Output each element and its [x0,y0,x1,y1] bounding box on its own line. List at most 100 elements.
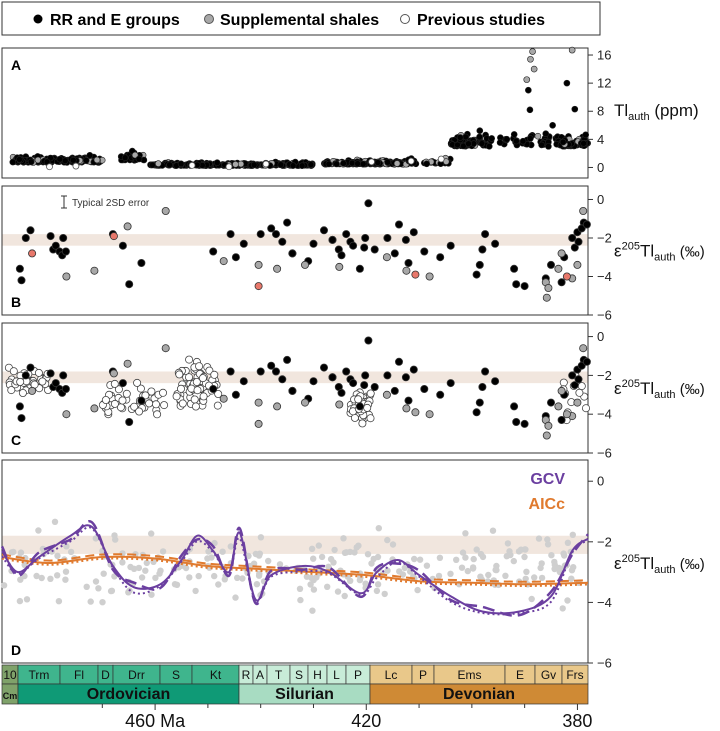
data-point [512,137,520,145]
data-point [325,160,333,168]
data-point [288,249,297,258]
data-point [318,553,326,561]
data-point [337,388,346,397]
data-point [491,377,500,386]
y-tick-label: −4 [597,269,612,284]
data-point [557,386,566,395]
data-point [476,133,483,141]
data-point [544,283,553,292]
data-point [278,237,287,246]
data-point [46,232,55,241]
data-point [436,554,444,561]
data-point [273,402,282,411]
data-point [253,581,261,588]
label-main: ε [614,554,622,573]
data-point [16,156,23,163]
data-point [328,373,337,382]
data-point [307,161,315,168]
error-bar: Typical 2SD error [61,195,150,209]
data-point [489,527,497,534]
data-point [239,239,248,248]
data-point [342,230,351,239]
data-point [568,575,575,582]
data-point [364,551,372,558]
data-point [485,571,492,579]
data-point [368,158,375,166]
data-point [374,159,382,166]
label-sup: 205 [622,553,640,565]
data-point [538,574,546,582]
data-point [289,162,297,169]
data-point [510,264,519,273]
data-point [496,139,504,146]
panel-a-points [9,46,592,171]
data-point [355,264,364,273]
data-point [61,157,69,164]
data-point [143,559,150,567]
label-suffix: (‰) [676,244,705,261]
data-point [185,355,194,364]
legend-marker-supplemental [204,14,214,24]
data-point [172,392,181,401]
data-point [158,388,167,397]
data-point [38,574,45,582]
label-sup: 205 [622,378,640,390]
data-point [557,415,566,424]
period-label: Cm [3,691,18,701]
stage-cell: Drr [112,664,161,685]
data-point [370,245,379,254]
data-point [409,228,418,237]
data-point [360,243,369,252]
data-point [561,552,568,559]
data-point [577,382,586,391]
data-point [46,163,53,171]
data-point [554,402,563,411]
data-point [28,249,37,258]
data-point [354,395,363,404]
data-point [110,379,119,388]
data-point [574,375,583,384]
data-point [92,535,100,542]
data-point [475,398,484,407]
data-point [435,572,443,580]
data-point [568,567,576,574]
data-point [250,161,258,169]
panel-frame [1,459,589,664]
legend-box [1,1,601,36]
data-point [231,253,240,262]
stage-label: Trm [29,668,50,682]
data-point [239,575,246,582]
data-point [16,597,24,605]
stage-cell: P [345,664,371,685]
data-point [411,408,420,417]
data-point [370,555,377,563]
data-point [479,553,487,561]
stage-label: A [256,668,264,682]
data-point [17,576,24,583]
data-point [350,413,359,422]
data-point [23,596,31,603]
data-point [554,264,563,273]
data-point [481,367,490,376]
period-label: Silurian [275,686,334,703]
data-point [277,161,285,168]
data-point [382,390,391,399]
data-point [394,220,403,229]
data-point [145,399,154,408]
panel-letter: C [11,432,21,448]
stage-label: D [101,668,110,682]
data-point [394,357,403,366]
data-point [525,86,532,94]
label-suffix: (‰) [676,556,705,573]
data-point [177,160,185,168]
data-point [18,388,27,397]
data-point [100,570,107,577]
data-point [456,134,464,141]
data-point [35,527,42,534]
data-point [580,140,587,147]
data-point [256,230,265,239]
data-point [82,157,90,164]
stage-cell: Trm [17,664,61,685]
data-point [176,384,185,393]
